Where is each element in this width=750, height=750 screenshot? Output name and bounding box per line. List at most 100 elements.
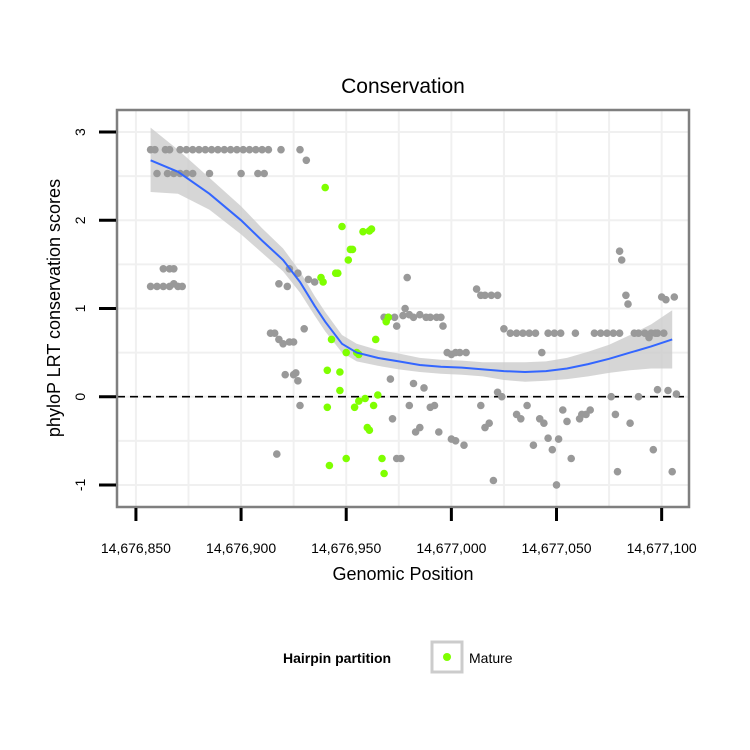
x-tick-label: 14,677,100 [627, 540, 697, 556]
other-point [596, 329, 605, 338]
other-point [617, 256, 626, 264]
other-point [178, 282, 186, 291]
other-point [611, 410, 620, 419]
other-point [485, 419, 494, 428]
other-point [388, 415, 397, 423]
other-point [182, 145, 191, 154]
other-point [188, 145, 197, 154]
other-point [386, 375, 395, 383]
plot-panel [115, 108, 691, 509]
other-point [544, 434, 552, 443]
mature-point [327, 335, 336, 344]
other-point [519, 329, 527, 338]
other-point [660, 329, 668, 338]
mature-point [367, 225, 376, 233]
other-point [567, 454, 575, 463]
mature-point [355, 397, 363, 405]
other-point [420, 384, 428, 392]
mature-point [319, 278, 327, 286]
mature-point [350, 403, 359, 412]
other-point [460, 441, 468, 450]
other-point [294, 377, 302, 385]
other-point [634, 392, 643, 401]
other-point [397, 454, 405, 463]
other-point [462, 348, 470, 357]
mature-point [371, 335, 380, 344]
other-point [151, 145, 159, 154]
other-point [176, 145, 184, 154]
other-point [529, 441, 538, 450]
other-point [531, 329, 540, 338]
other-point [275, 280, 283, 288]
other-point [146, 282, 155, 291]
other-point [201, 145, 210, 154]
other-point [550, 329, 559, 338]
other-point [273, 450, 281, 458]
other-point [670, 293, 679, 301]
other-point [609, 329, 618, 338]
other-point [435, 428, 443, 436]
other-point [264, 145, 273, 154]
y-tick-label: -1 [72, 478, 88, 491]
other-point [399, 311, 407, 320]
y-tick-label: 0 [72, 393, 88, 401]
other-point [615, 329, 624, 338]
other-point [538, 348, 546, 357]
mature-point [380, 469, 388, 478]
other-point [437, 313, 445, 322]
other-point [153, 169, 161, 178]
mature-point [384, 313, 393, 322]
mature-point [336, 368, 344, 376]
other-point [163, 169, 172, 178]
other-point [559, 406, 567, 414]
x-tick-label: 14,677,050 [521, 540, 591, 556]
other-point [498, 392, 506, 401]
other-point [664, 386, 672, 395]
other-point [672, 390, 681, 398]
panel-border [115, 108, 691, 509]
other-point [159, 265, 168, 273]
mature-point [323, 403, 332, 412]
other-point [613, 467, 622, 476]
other-point [487, 291, 496, 300]
other-point [310, 278, 319, 286]
other-point [472, 285, 481, 293]
other-point [281, 370, 290, 379]
mature-point [365, 426, 374, 435]
chart-title: Conservation [341, 75, 465, 98]
other-point [300, 325, 309, 333]
other-point [571, 329, 580, 338]
other-point [525, 329, 533, 338]
other-point [392, 322, 401, 330]
other-point [409, 313, 418, 322]
other-point [668, 467, 676, 476]
x-tick-label: 14,676,900 [206, 540, 276, 556]
other-point [270, 329, 279, 338]
other-point [662, 295, 670, 304]
other-point [153, 282, 161, 291]
mature-point [374, 391, 382, 399]
other-point [277, 145, 285, 154]
other-point [205, 169, 214, 178]
other-point [552, 481, 561, 489]
other-point [260, 169, 269, 178]
other-point [289, 338, 298, 346]
x-tick-label: 14,676,950 [311, 540, 381, 556]
other-point [540, 419, 548, 428]
y-tick-label: 2 [72, 216, 88, 224]
other-point [220, 145, 229, 154]
mature-point [338, 222, 346, 231]
mature-point [325, 461, 334, 470]
x-axis: 14,676,850 14,676,900 14,676,950 14,677,000… [101, 508, 697, 556]
other-point [254, 169, 262, 178]
other-point [500, 325, 508, 333]
other-point [188, 169, 197, 178]
mature-point [336, 386, 344, 395]
other-point [649, 445, 658, 454]
other-point [403, 273, 412, 282]
other-point [195, 145, 203, 154]
other-point [239, 145, 247, 154]
data-points [146, 145, 681, 489]
other-point [554, 435, 563, 443]
